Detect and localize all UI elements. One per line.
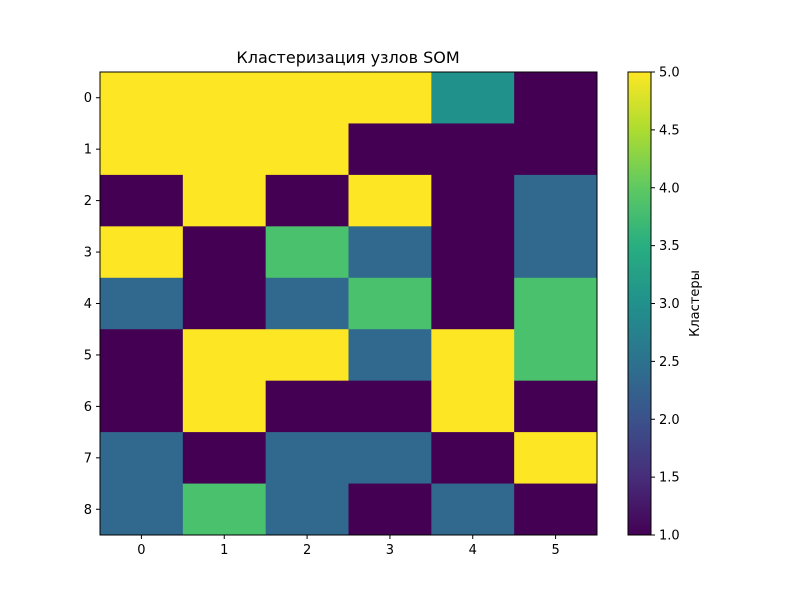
- heatmap-cell: [100, 123, 184, 176]
- heatmap-cell: [182, 174, 267, 227]
- colorbar-tick-label: 3.5: [659, 239, 680, 254]
- heatmap-cell: [100, 226, 184, 279]
- heatmap-cell: [182, 72, 267, 124]
- heatmap-cell: [348, 432, 432, 485]
- heatmap-cell: [182, 226, 267, 279]
- colorbar-axis: 1.0 1.5 2.0 2.5 3.0 3.5 4.0 4.5 5.0: [651, 66, 680, 544]
- heatmap-cell: [514, 277, 598, 330]
- heatmap-cell: [100, 277, 184, 330]
- heatmap-cell: [431, 483, 515, 536]
- heatmap-cell: [265, 226, 349, 279]
- x-tick-label: 3: [386, 543, 394, 558]
- heatmap-cell: [348, 277, 432, 330]
- heatmap-cell: [182, 329, 267, 382]
- heatmap-cell: [431, 226, 515, 279]
- x-tick-label: 4: [469, 543, 477, 558]
- chart-title: Кластеризация узлов SOM: [236, 48, 459, 67]
- heatmap-cell: [348, 329, 432, 382]
- colorbar-tick-label: 5.0: [659, 66, 680, 81]
- heatmap-cell: [265, 329, 349, 382]
- colorbar-label: Кластеры: [688, 270, 703, 337]
- y-tick-label: 7: [84, 451, 92, 466]
- heatmap-cell: [348, 483, 432, 536]
- heatmap-cell: [100, 432, 184, 485]
- y-axis: 0 1 2 3 4 5 6 7 8: [84, 91, 100, 518]
- y-tick-label: 1: [84, 143, 92, 158]
- heatmap-cell: [265, 123, 349, 176]
- heatmap-cell: [431, 123, 515, 176]
- heatmap-cell: [431, 174, 515, 227]
- heatmap-cell: [514, 72, 598, 124]
- heatmap-cell: [431, 72, 515, 124]
- heatmap-cell: [265, 277, 349, 330]
- heatmap-cell: [265, 72, 349, 124]
- heatmap-cell: [348, 226, 432, 279]
- heatmap-cell: [348, 123, 432, 176]
- x-tick-label: 5: [551, 543, 559, 558]
- y-tick-label: 8: [84, 503, 92, 518]
- x-tick-label: 1: [220, 543, 228, 558]
- heatmap-cell: [100, 72, 184, 124]
- colorbar-tick-label: 2.5: [659, 355, 680, 370]
- heatmap-cell: [431, 380, 515, 433]
- colorbar-tick-label: 4.5: [659, 123, 680, 138]
- heatmap-cell: [100, 483, 184, 536]
- y-tick-label: 0: [84, 91, 92, 106]
- heatmap-cell: [265, 380, 349, 433]
- colorbar-tick-label: 4.0: [659, 181, 680, 196]
- y-tick-label: 3: [84, 246, 92, 261]
- heatmap-cell: [265, 432, 349, 485]
- heatmap-cell: [182, 483, 267, 536]
- x-tick-label: 2: [303, 543, 311, 558]
- y-tick-label: 4: [84, 297, 92, 312]
- y-tick-label: 6: [84, 400, 92, 415]
- heatmap-cell: [514, 432, 598, 485]
- colorbar-tick-label: 3.0: [659, 297, 680, 312]
- heatmap-cell: [182, 432, 267, 485]
- heatmap-cell: [348, 174, 432, 227]
- heatmap-cell: [514, 380, 598, 433]
- heatmap-cell: [431, 277, 515, 330]
- colorbar: [627, 71, 652, 536]
- heatmap-cell: [431, 329, 515, 382]
- x-tick-label: 0: [137, 543, 145, 558]
- heatmap-cell: [100, 380, 184, 433]
- heatmap-cell: [514, 226, 598, 279]
- y-tick-label: 2: [84, 194, 92, 209]
- colorbar-tick-label: 1.0: [659, 529, 680, 544]
- heatmap-cell: [100, 329, 184, 382]
- heatmap-cell: [514, 174, 598, 227]
- heatmap-cell: [348, 380, 432, 433]
- heatmap-cell: [514, 483, 598, 536]
- x-axis: 0 1 2 3 4 5: [137, 535, 560, 558]
- heatmap-cell: [100, 174, 184, 227]
- heatmap-cell: [182, 277, 267, 330]
- y-tick-label: 5: [84, 348, 92, 363]
- heatmap-cell: [431, 432, 515, 485]
- heatmap-cell: [348, 72, 432, 124]
- colorbar-tick-label: 2.0: [659, 413, 680, 428]
- heatmap-cell: [514, 329, 598, 382]
- heatmap-cell: [182, 380, 267, 433]
- heatmap-cell: [265, 174, 349, 227]
- heatmap-cells: [100, 72, 598, 536]
- heatmap-cell: [514, 123, 598, 176]
- heatmap-cell: [265, 483, 349, 536]
- colorbar-tick-label: 1.5: [659, 471, 680, 486]
- heatmap-cell: [182, 123, 267, 176]
